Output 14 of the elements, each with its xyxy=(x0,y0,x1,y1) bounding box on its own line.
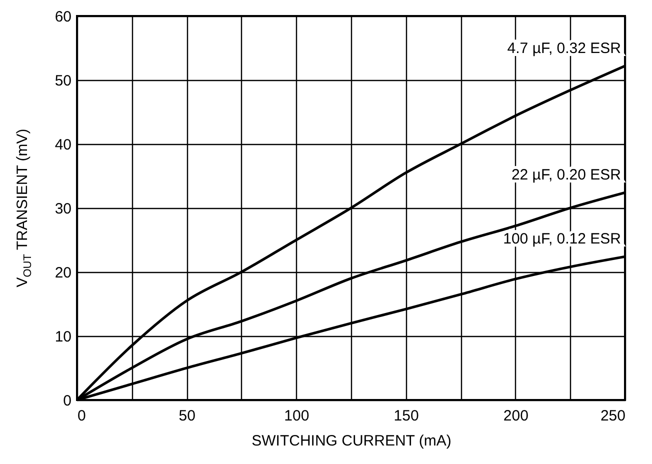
x-tick-label: 0 xyxy=(78,408,86,424)
y-tick-label: 50 xyxy=(54,72,72,90)
y-tick-label: 0 xyxy=(63,392,72,410)
x-axis-title: SWITCHING CURRENT (mA) xyxy=(252,432,452,450)
y-tick-label: 40 xyxy=(54,136,72,154)
y-tick-label: 60 xyxy=(54,8,72,26)
y-tick-label: 20 xyxy=(54,264,72,282)
x-tick-label: 100 xyxy=(284,408,310,424)
x-tick-label: 50 xyxy=(178,408,196,424)
x-tick-label: 150 xyxy=(394,408,419,424)
y-tick-label: 30 xyxy=(54,200,72,218)
x-tick-label: 250 xyxy=(600,408,626,424)
y-tick-label: 10 xyxy=(54,328,72,346)
x-tick-label: 200 xyxy=(503,408,528,424)
